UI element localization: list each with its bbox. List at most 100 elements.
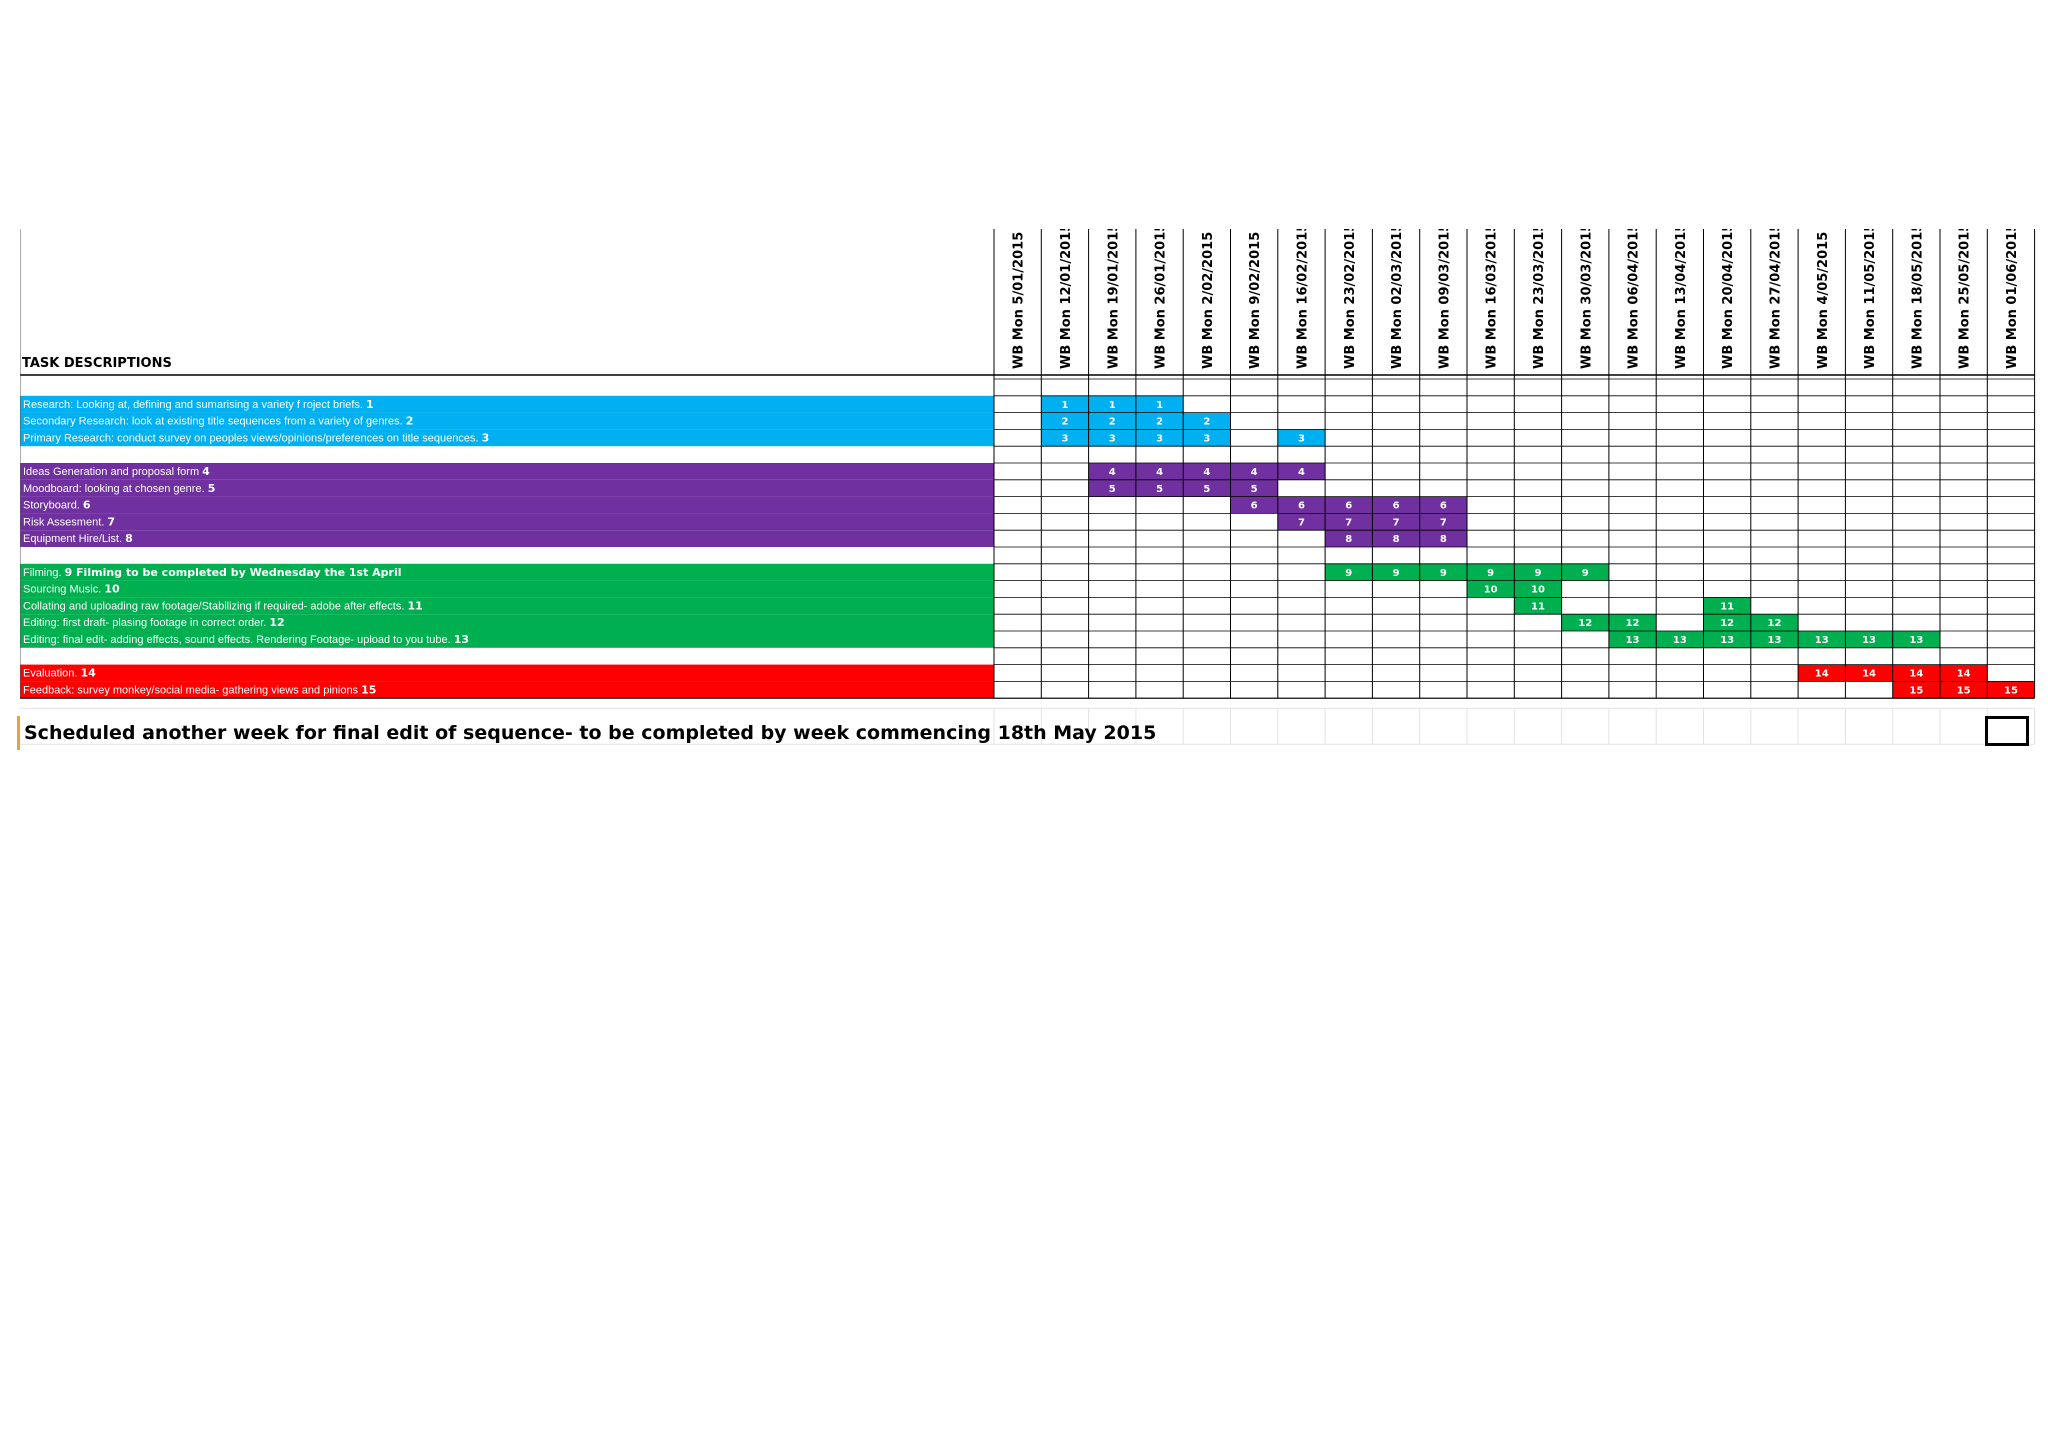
week-header-label: WB Mon 4/05/2015 [1816, 232, 1831, 369]
week-header-label: WB Mon 13/04/2015 [1674, 229, 1689, 369]
task-label-cell [20, 681, 994, 699]
task-week-number: 14 [1815, 669, 1829, 680]
task-week-cell [1277, 513, 1326, 531]
task-week-cell [1183, 479, 1231, 497]
task-week-number: 8 [1393, 534, 1400, 545]
task-week-number: 13 [1767, 635, 1781, 646]
task-row: Editing: final edit- adding effects, sou… [20, 631, 1940, 648]
task-week-number: 9 [1440, 568, 1447, 579]
task-week-cell [1088, 412, 1136, 430]
task-label: Primary Research: conduct survey on peop… [23, 431, 489, 444]
task-week-cell [1419, 496, 1467, 514]
task-week-cell [1372, 513, 1420, 531]
task-label-cell [20, 530, 994, 547]
task-label: Collating and uploading raw footage/Stab… [23, 599, 423, 612]
task-week-cell [1325, 496, 1373, 514]
task-week-number: 15 [2004, 685, 2018, 696]
task-label-cell [20, 463, 994, 480]
task-week-cell [1750, 631, 1799, 648]
week-header-label: WB Mon 5/01/2015 [1012, 232, 1027, 369]
task-week-cell [1230, 496, 1278, 514]
task-week-number: 6 [1440, 501, 1447, 512]
task-number: 9 Filming to be completed by Wednesday t… [65, 566, 402, 579]
task-week-cell [1750, 614, 1799, 631]
week-header-label: WB Mon 23/02/2015 [1343, 229, 1358, 369]
task-week-number: 12 [1720, 618, 1734, 629]
task-week-number: 7 [1440, 517, 1447, 528]
task-week-cell [1940, 681, 1988, 699]
task-week-cell [1183, 463, 1231, 480]
task-week-number: 14 [1862, 669, 1876, 680]
task-label-cell [20, 496, 994, 514]
week-header-label: WB Mon 9/02/2015 [1248, 232, 1263, 369]
week-header-label: WB Mon 20/04/2015 [1721, 229, 1736, 369]
task-week-cell [1892, 631, 1940, 648]
task-row: Filming. 9 Filming to be completed by We… [20, 563, 1609, 581]
task-week-number: 2 [1203, 417, 1210, 428]
task-week-cell [1940, 664, 1988, 682]
task-week-cell [1703, 597, 1751, 615]
task-row: Primary Research: conduct survey on peop… [20, 429, 1326, 447]
task-week-cell [1419, 563, 1467, 581]
gantt-grid: TASK DESCRIPTIONS WB Mon 5/01/2015 WB Mon … [20, 229, 2036, 745]
task-week-cell [1325, 530, 1373, 547]
task-label: Risk Assesment. 7 [23, 515, 115, 528]
task-week-cell [1135, 412, 1184, 430]
gantt-sheet: TASK DESCRIPTIONS WB Mon 5/01/2015 WB Mon … [20, 229, 2036, 752]
task-week-number: 15 [1957, 685, 1971, 696]
task-week-cell [1656, 631, 1704, 648]
task-week-number: 9 [1582, 568, 1589, 579]
task-week-number: 13 [1862, 635, 1876, 646]
task-number: 10 [104, 583, 120, 596]
task-week-cell [1892, 681, 1940, 699]
task-week-cell [1561, 563, 1609, 581]
task-week-cell [1277, 496, 1326, 514]
task-number: 8 [125, 532, 133, 545]
task-label: Editing: final edit- adding effects, sou… [23, 633, 469, 646]
task-label: Secondary Research: look at existing tit… [23, 415, 413, 428]
task-week-number: 13 [1720, 635, 1734, 646]
task-label: Equipment Hire/List. 8 [23, 532, 133, 545]
task-week-number: 2 [1156, 417, 1163, 428]
task-label: Filming. 9 Filming to be completed by We… [23, 566, 402, 579]
task-week-cell [1277, 429, 1326, 447]
task-week-cell [1183, 412, 1231, 430]
task-week-number: 4 [1156, 467, 1163, 478]
task-week-cell [1135, 395, 1184, 413]
task-week-number: 9 [1534, 568, 1541, 579]
task-week-number: 6 [1393, 501, 1400, 512]
task-column-title: TASK DESCRIPTIONS [22, 356, 172, 371]
task-label-cell [20, 412, 994, 430]
task-week-number: 3 [1298, 433, 1305, 444]
task-week-cell [1703, 614, 1751, 631]
task-week-cell [1467, 580, 1515, 598]
task-week-number: 1 [1156, 400, 1163, 411]
task-week-cell [1135, 429, 1184, 447]
week-header-label: WB Mon 11/05/2015 [1863, 229, 1878, 369]
task-week-cell [1892, 664, 1940, 682]
task-week-cell [1561, 614, 1609, 631]
task-week-cell [1514, 597, 1562, 615]
week-header-label: WB Mon 01/06/2015 [2005, 229, 2020, 369]
task-number: 2 [406, 415, 414, 428]
task-week-cell [1514, 580, 1562, 598]
task-label-cell [20, 664, 994, 682]
task-week-number: 9 [1345, 568, 1352, 579]
task-number: 11 [407, 599, 422, 612]
task-week-cell [1088, 429, 1136, 447]
task-label-cell [20, 580, 994, 598]
task-week-cell [1608, 614, 1657, 631]
task-label-cell [20, 429, 994, 447]
task-week-number: 2 [1061, 417, 1068, 428]
task-week-number: 13 [1673, 635, 1687, 646]
task-number: 13 [454, 633, 469, 646]
task-label: Editing: first draft- plasing footage in… [23, 616, 285, 629]
week-header-label: WB Mon 16/02/2015 [1295, 229, 1310, 369]
task-label: Sourcing Music. 10 [23, 583, 120, 596]
task-week-cell [1845, 631, 1893, 648]
selected-cell-marker[interactable] [1985, 716, 2029, 746]
week-header-label: WB Mon 25/05/2015 [1958, 229, 1973, 369]
task-week-number: 10 [1484, 585, 1498, 596]
